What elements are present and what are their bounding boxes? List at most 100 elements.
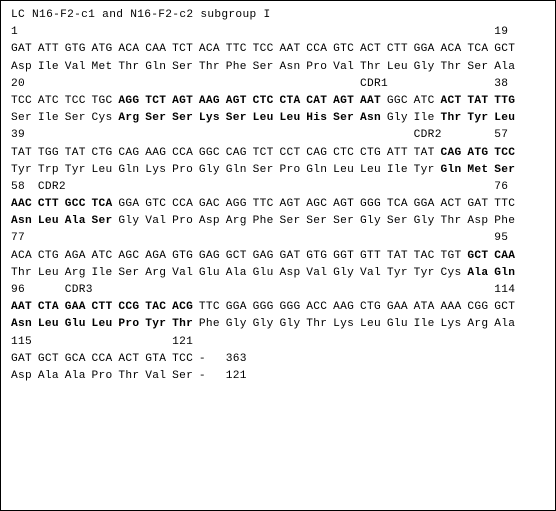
amino-acid-row-col: Asp [11, 368, 38, 385]
nucleotide-row-col: AAG [199, 93, 226, 110]
nucleotide-row-col: GGA [414, 196, 441, 213]
nucleotide-row-col: ACA [441, 41, 468, 58]
amino-acid-row-col: Phe [494, 213, 521, 230]
amino-acid-row-col: Gln [145, 59, 172, 76]
pos-left: 115 [11, 334, 38, 351]
amino-acid-row-col: Asn [360, 110, 387, 127]
nucleotide-row-col: GAG [199, 248, 226, 265]
nucleotide-row-col: CAG [226, 145, 253, 162]
pos-left: 1 [11, 24, 38, 41]
nucleotide-row-col: GAC [199, 196, 226, 213]
amino-acid-row-col: Ser [65, 110, 92, 127]
nucleotide-row-col: GGA [118, 196, 145, 213]
amino-acid-row-col: Glu [65, 316, 92, 333]
nucleotide-row-col: ATT [387, 145, 414, 162]
amino-acid-row-col: Ala [467, 265, 494, 282]
position-row: 115121 [11, 334, 547, 351]
amino-acid-row-col: Ser [172, 368, 199, 385]
nucleotide-row-col: AAT [279, 41, 306, 58]
amino-acid-row-col: Pro [118, 316, 145, 333]
position-row: 96CDR3114 [11, 282, 547, 299]
nucleotide-row-col: AAG [145, 145, 172, 162]
nucleotide-row-col: TCC [65, 93, 92, 110]
pos-mid: CDR1 [360, 76, 387, 93]
nucleotide-row-col: AGT [279, 196, 306, 213]
nucleotide-row-col: CTG [92, 145, 119, 162]
nucleotide-row-col: TTC [226, 41, 253, 58]
amino-acid-row-col: Ser [118, 265, 145, 282]
amino-acid-row-col: Ile [414, 110, 441, 127]
nucleotide-row-col: CTC [253, 93, 280, 110]
nucleotide-row-col: AAG [333, 299, 360, 316]
amino-acid-row-col: Met [467, 162, 494, 179]
nucleotide-row-col: TCC [494, 145, 521, 162]
nucleotide-row-col: ATG [92, 41, 119, 58]
nucleotide-row-col: AGT [333, 93, 360, 110]
amino-acid-row-col: Glu [253, 265, 280, 282]
nucleotide-row-col: GTC [145, 196, 172, 213]
nucleotide-row-col: GAA [387, 299, 414, 316]
nucleotide-row-col: AAA [441, 299, 468, 316]
amino-acid-row-col: - [199, 368, 226, 385]
amino-acid-row-col: Ser [333, 110, 360, 127]
amino-acid-row-col: Thr [441, 59, 468, 76]
nucleotide-row-col: TAT [414, 145, 441, 162]
nucleotide-row-col: CCT [279, 145, 306, 162]
nucleotide-row-col: CAG [441, 145, 468, 162]
amino-acid-row-col: Gly [360, 213, 387, 230]
amino-acid-row-col: Asn [11, 316, 38, 333]
nucleotide-row-col: GAA [65, 299, 92, 316]
amino-acid-row-col: Leu [38, 265, 65, 282]
nucleotide-row-col: TCC [172, 351, 199, 368]
nucleotide-row-col: ATT [38, 41, 65, 58]
amino-acid-row-col: Phe [199, 316, 226, 333]
amino-acid-row-col: Ile [38, 59, 65, 76]
amino-acid-row-col: Asp [467, 213, 494, 230]
amino-acid-row-col: Arg [467, 316, 494, 333]
nucleotide-row-col: TCT [253, 145, 280, 162]
amino-acid-row-col: Ile [38, 110, 65, 127]
nucleotide-row-col: AGA [65, 248, 92, 265]
nucleotide-row-col: CAA [494, 248, 521, 265]
nucleotide-row-col: TGG [38, 145, 65, 162]
amino-acid-row-col: Gln [306, 162, 333, 179]
amino-acid-row-col: Asp [279, 265, 306, 282]
nucleotide-row-col: CCG [118, 299, 145, 316]
amino-acid-row-col: Arg [65, 265, 92, 282]
amino-acid-row-col: Lys [199, 110, 226, 127]
amino-acid-row-col: Ser [226, 110, 253, 127]
pos-mid: CDR2 [414, 127, 441, 144]
amino-acid-row-col: Pro [172, 162, 199, 179]
amino-acid-row-col: Val [333, 59, 360, 76]
amino-acid-row-col: Pro [92, 368, 119, 385]
amino-acid-row-col: Tyr [414, 162, 441, 179]
amino-acid-row-col: Asp [11, 59, 38, 76]
amino-acid-row-col: Tyr [387, 265, 414, 282]
nucleotide-row-col: GAT [467, 196, 494, 213]
nucleotide-row-col: CTG [360, 299, 387, 316]
amino-acid-row-col: Lys [145, 162, 172, 179]
amino-acid-row-col: Thr [11, 265, 38, 282]
amino-acid-row: TyrTrpTyrLeuGlnLysProGlyGlnSerProGlnLeuL… [11, 162, 547, 179]
amino-acid-row-col: Thr [360, 59, 387, 76]
nucleotide-row-col: CTG [38, 248, 65, 265]
nucleotide-row-col: TGC [92, 93, 119, 110]
nucleotide-row-col: ACA [199, 41, 226, 58]
amino-acid-row-col: Glu [387, 316, 414, 333]
amino-acid-row-col: Gln [118, 162, 145, 179]
position-row: 39CDR257 [11, 127, 547, 144]
nucleotide-row-col: GCT [494, 299, 521, 316]
nucleotide-row-col: - [199, 351, 226, 368]
nucleotide-row-col: TCC [11, 93, 38, 110]
amino-acid-row-col: Tyr [414, 265, 441, 282]
amino-acid-row-col: Val [360, 265, 387, 282]
nucleotide-row: AACCTTGCCTCAGGAGTCCCAGACAGGTTCAGTAGCAGTG… [11, 196, 547, 213]
amino-acid-row-col: Ser [387, 213, 414, 230]
amino-acid-row-col: Ile [92, 265, 119, 282]
nucleotide-row-col: CTA [38, 299, 65, 316]
amino-acid-row-col: Arg [226, 213, 253, 230]
amino-acid-row-col: Gln [494, 265, 521, 282]
nucleotide-row-col: TCT [172, 41, 199, 58]
amino-acid-row-col: Pro [279, 162, 306, 179]
amino-acid-row-col: His [306, 110, 333, 127]
